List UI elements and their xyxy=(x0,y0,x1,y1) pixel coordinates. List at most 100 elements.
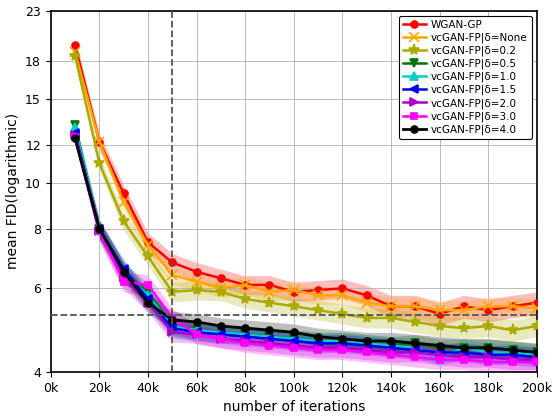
vcGAN-FP|δ=2.0 xyxy=(291,343,297,348)
vcGAN-FP|δ=0.2 xyxy=(96,160,103,165)
vcGAN-FP|δ=0.5 xyxy=(291,336,297,341)
vcGAN-FP|δ=0.2 xyxy=(266,300,273,305)
vcGAN-FP|δ=3.0 xyxy=(388,352,395,357)
vcGAN-FP|δ=3.0 xyxy=(412,355,418,360)
vcGAN-FP|δ=None xyxy=(242,282,248,287)
vcGAN-FP|δ=4.0 xyxy=(266,328,273,333)
vcGAN-FP|δ=1.5 xyxy=(436,350,443,355)
vcGAN-FP|δ=0.2 xyxy=(363,315,370,320)
vcGAN-FP|δ=None xyxy=(533,306,540,311)
vcGAN-FP|δ=4.0 xyxy=(291,330,297,335)
vcGAN-FP|δ=2.0 xyxy=(121,276,127,281)
vcGAN-FP|δ=1.0 xyxy=(121,269,127,274)
vcGAN-FP|δ=1.0 xyxy=(363,341,370,346)
vcGAN-FP|δ=4.0 xyxy=(121,269,127,274)
vcGAN-FP|δ=0.2 xyxy=(509,328,516,333)
vcGAN-FP|δ=1.5 xyxy=(460,350,467,355)
vcGAN-FP|δ=0.2 xyxy=(339,312,346,317)
vcGAN-FP|δ=3.0 xyxy=(218,336,224,341)
X-axis label: number of iterations: number of iterations xyxy=(223,400,365,415)
vcGAN-FP|δ=2.0 xyxy=(509,357,516,362)
vcGAN-FP|δ=1.5 xyxy=(533,355,540,360)
vcGAN-FP|δ=3.0 xyxy=(169,315,176,320)
vcGAN-FP|δ=None xyxy=(363,300,370,305)
Legend: WGAN-GP, vcGAN-FP|δ=None, vcGAN-FP|δ=0.2, vcGAN-FP|δ=0.5, vcGAN-FP|δ=1.0, vcGAN-: WGAN-GP, vcGAN-FP|δ=None, vcGAN-FP|δ=0.2… xyxy=(398,16,532,139)
vcGAN-FP|δ=0.5 xyxy=(363,341,370,346)
Y-axis label: mean FID(logarithmic): mean FID(logarithmic) xyxy=(6,113,20,269)
vcGAN-FP|δ=1.0 xyxy=(460,345,467,350)
vcGAN-FP|δ=1.5 xyxy=(388,345,395,350)
WGAN-GP xyxy=(485,307,492,312)
vcGAN-FP|δ=4.0 xyxy=(485,345,492,350)
vcGAN-FP|δ=1.0 xyxy=(533,352,540,357)
vcGAN-FP|δ=0.2 xyxy=(485,323,492,328)
vcGAN-FP|δ=4.0 xyxy=(436,343,443,348)
vcGAN-FP|δ=1.0 xyxy=(242,332,248,337)
vcGAN-FP|δ=1.5 xyxy=(339,341,346,346)
vcGAN-FP|δ=None xyxy=(121,200,127,205)
vcGAN-FP|δ=1.5 xyxy=(96,226,103,231)
vcGAN-FP|δ=4.0 xyxy=(533,350,540,355)
vcGAN-FP|δ=4.0 xyxy=(509,348,516,353)
vcGAN-FP|δ=None xyxy=(436,307,443,312)
vcGAN-FP|δ=0.5 xyxy=(339,339,346,344)
vcGAN-FP|δ=0.5 xyxy=(388,343,395,348)
vcGAN-FP|δ=3.0 xyxy=(71,134,78,139)
vcGAN-FP|δ=4.0 xyxy=(460,345,467,350)
vcGAN-FP|δ=0.2 xyxy=(169,289,176,294)
vcGAN-FP|δ=1.5 xyxy=(266,336,273,341)
vcGAN-FP|δ=3.0 xyxy=(96,229,103,234)
vcGAN-FP|δ=3.0 xyxy=(266,343,273,348)
vcGAN-FP|δ=0.5 xyxy=(460,345,467,350)
vcGAN-FP|δ=2.0 xyxy=(218,336,224,341)
vcGAN-FP|δ=None xyxy=(339,293,346,298)
vcGAN-FP|δ=2.0 xyxy=(145,300,151,305)
vcGAN-FP|δ=None xyxy=(169,273,176,278)
vcGAN-FP|δ=4.0 xyxy=(339,336,346,341)
vcGAN-FP|δ=1.5 xyxy=(145,297,151,302)
vcGAN-FP|δ=1.0 xyxy=(509,350,516,355)
vcGAN-FP|δ=3.0 xyxy=(509,360,516,365)
vcGAN-FP|δ=1.5 xyxy=(291,339,297,344)
vcGAN-FP|δ=4.0 xyxy=(388,339,395,344)
vcGAN-FP|δ=None xyxy=(388,304,395,309)
WGAN-GP xyxy=(315,288,321,293)
vcGAN-FP|δ=0.2 xyxy=(436,323,443,328)
WGAN-GP xyxy=(96,139,103,144)
vcGAN-FP|δ=0.5 xyxy=(485,345,492,350)
vcGAN-FP|δ=1.5 xyxy=(169,326,176,331)
vcGAN-FP|δ=2.0 xyxy=(96,229,103,234)
vcGAN-FP|δ=1.0 xyxy=(266,334,273,339)
vcGAN-FP|δ=2.0 xyxy=(315,345,321,350)
vcGAN-FP|δ=2.0 xyxy=(193,332,200,337)
vcGAN-FP|δ=2.0 xyxy=(388,350,395,355)
vcGAN-FP|δ=2.0 xyxy=(169,330,176,335)
vcGAN-FP|δ=0.5 xyxy=(218,332,224,337)
WGAN-GP xyxy=(388,304,395,309)
Line: WGAN-GP: WGAN-GP xyxy=(71,41,540,318)
vcGAN-FP|δ=2.0 xyxy=(485,355,492,360)
vcGAN-FP|δ=3.0 xyxy=(121,279,127,284)
vcGAN-FP|δ=0.2 xyxy=(71,53,78,58)
vcGAN-FP|δ=None xyxy=(291,288,297,293)
vcGAN-FP|δ=0.5 xyxy=(121,269,127,274)
vcGAN-FP|δ=None xyxy=(266,289,273,294)
Line: vcGAN-FP|δ=None: vcGAN-FP|δ=None xyxy=(70,47,542,315)
vcGAN-FP|δ=1.5 xyxy=(71,131,78,136)
vcGAN-FP|δ=None xyxy=(193,279,200,284)
vcGAN-FP|δ=1.0 xyxy=(291,336,297,341)
vcGAN-FP|δ=0.2 xyxy=(121,219,127,224)
Line: vcGAN-FP|δ=0.2: vcGAN-FP|δ=0.2 xyxy=(69,50,542,336)
vcGAN-FP|δ=1.0 xyxy=(315,339,321,344)
vcGAN-FP|δ=1.0 xyxy=(485,350,492,355)
vcGAN-FP|δ=3.0 xyxy=(436,357,443,362)
vcGAN-FP|δ=1.5 xyxy=(218,332,224,337)
vcGAN-FP|δ=0.2 xyxy=(145,254,151,259)
vcGAN-FP|δ=0.5 xyxy=(193,328,200,333)
vcGAN-FP|δ=2.0 xyxy=(533,357,540,362)
vcGAN-FP|δ=4.0 xyxy=(363,339,370,344)
vcGAN-FP|δ=2.0 xyxy=(412,350,418,355)
Line: vcGAN-FP|δ=2.0: vcGAN-FP|δ=2.0 xyxy=(71,131,541,364)
vcGAN-FP|δ=3.0 xyxy=(315,348,321,353)
vcGAN-FP|δ=4.0 xyxy=(145,300,151,305)
